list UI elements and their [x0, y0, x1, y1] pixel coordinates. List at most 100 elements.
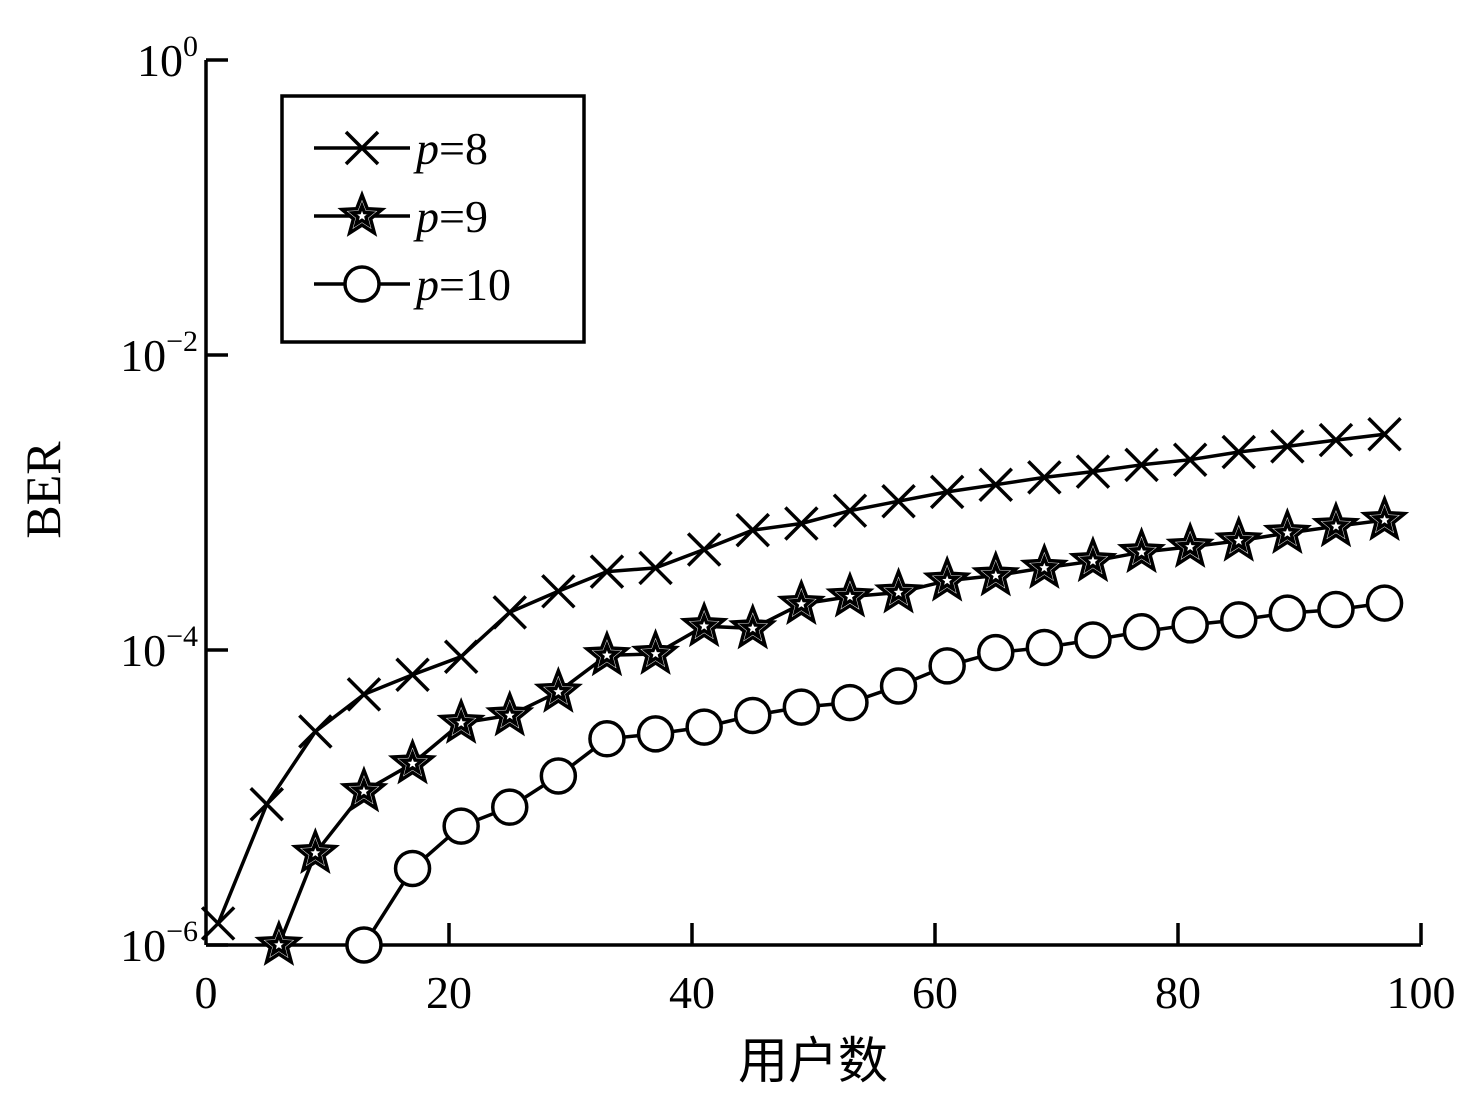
- x-axis-title: 用户数: [738, 1033, 888, 1089]
- legend-entry: p=9: [314, 190, 488, 242]
- data-point: [539, 757, 578, 795]
- marker-star-inner: [447, 708, 476, 735]
- marker-stroke: [978, 467, 1013, 502]
- marker-stroke: [1124, 447, 1159, 483]
- data-point: [1116, 526, 1167, 574]
- series-1: [200, 417, 1402, 941]
- data-point: [1172, 442, 1208, 477]
- marker-star-inner: [787, 589, 816, 617]
- series-layer: [200, 417, 1410, 966]
- data-point: [533, 666, 583, 713]
- marker-star-inner: [1030, 553, 1059, 580]
- marker-star-inner: [495, 700, 524, 728]
- marker-star-inner: [1370, 505, 1399, 533]
- marker-stroke: [344, 130, 380, 166]
- y-axis-title: BER: [15, 441, 71, 539]
- data-point: [589, 554, 625, 589]
- legend-marker: [343, 265, 381, 303]
- marker-stroke: [492, 595, 527, 630]
- data-point: [1171, 606, 1209, 644]
- marker-star-inner: [1078, 546, 1108, 574]
- data-point: [491, 788, 529, 826]
- legend: p=8 p=9 p=10: [280, 94, 586, 344]
- marker-star-inner: [1224, 525, 1253, 553]
- marker-stroke: [346, 677, 382, 712]
- legend-marker: [337, 190, 387, 237]
- marker-stroke: [1027, 460, 1062, 495]
- marker-star-inner: [738, 613, 767, 641]
- marker-star-inner: [347, 201, 377, 229]
- data-point: [1124, 447, 1159, 483]
- marker-stroke: [298, 714, 333, 749]
- marker-star-inner: [835, 581, 865, 609]
- marker-star-inner: [690, 611, 719, 639]
- x-ticks: 0 20 40 60 80 100: [195, 923, 1456, 1018]
- data-point: [1122, 612, 1161, 651]
- data-point: [541, 574, 576, 609]
- data-point: [879, 667, 918, 705]
- data-point: [1027, 460, 1062, 495]
- marker-stroke: [443, 639, 479, 674]
- series-3: [345, 584, 1404, 964]
- data-point: [977, 633, 1015, 672]
- marker-star-inner: [884, 577, 913, 605]
- marker-star-inner: [349, 776, 379, 804]
- marker-star-inner: [398, 748, 427, 776]
- series-line: [216, 432, 1385, 925]
- data-point: [928, 647, 966, 685]
- legend-label: p=8: [413, 123, 488, 174]
- marker-star-inner: [641, 639, 670, 666]
- data-point: [1068, 535, 1118, 583]
- data-point: [345, 926, 383, 964]
- marker-star-inner: [1321, 511, 1351, 539]
- marker-stroke: [200, 906, 236, 941]
- data-point: [492, 595, 527, 630]
- data-point: [1311, 500, 1361, 548]
- marker-stroke: [541, 574, 576, 609]
- y-tick-label: 10−4: [120, 620, 198, 676]
- y-tick-label: 10−2: [120, 325, 198, 381]
- data-point: [1025, 628, 1064, 667]
- marker-star-inner: [264, 930, 294, 958]
- data-point: [1318, 422, 1354, 458]
- marker-stroke: [249, 787, 284, 822]
- data-point: [1365, 584, 1404, 622]
- marker-star-inner: [301, 838, 330, 866]
- marker-stroke: [1270, 429, 1305, 464]
- series-line: [277, 518, 1385, 946]
- data-point: [1262, 507, 1312, 555]
- data-point: [929, 474, 965, 510]
- data-point: [685, 708, 723, 746]
- data-point: [346, 677, 382, 712]
- x-tick-label: 40: [669, 967, 715, 1018]
- marker-star-inner: [1127, 537, 1156, 565]
- data-point: [1165, 521, 1215, 568]
- data-point: [832, 493, 868, 528]
- data-point: [686, 532, 722, 567]
- series-2: [254, 494, 1410, 966]
- data-point: [1075, 454, 1111, 489]
- marker-stroke: [395, 657, 430, 692]
- data-point: [588, 720, 626, 758]
- legend-box: [280, 94, 586, 344]
- data-point: [1268, 594, 1307, 632]
- x-tick-label: 100: [1387, 967, 1456, 1018]
- data-point: [881, 483, 916, 519]
- data-point: [922, 554, 972, 602]
- data-point: [582, 629, 632, 677]
- data-point: [873, 566, 924, 614]
- marker-stroke: [1172, 442, 1208, 477]
- axes: [204, 60, 1421, 947]
- data-point: [436, 697, 486, 744]
- marker-star-inner: [592, 640, 622, 668]
- data-point: [1270, 429, 1305, 464]
- data-point: [387, 737, 438, 785]
- data-point: [393, 849, 432, 888]
- marker-star-inner: [933, 565, 962, 593]
- data-point: [1367, 417, 1402, 452]
- marker-star-inner: [544, 677, 573, 704]
- legend-marker: [344, 130, 380, 166]
- marker-stroke: [784, 506, 819, 541]
- x-tick-label: 80: [1155, 967, 1201, 1018]
- data-point: [395, 657, 430, 692]
